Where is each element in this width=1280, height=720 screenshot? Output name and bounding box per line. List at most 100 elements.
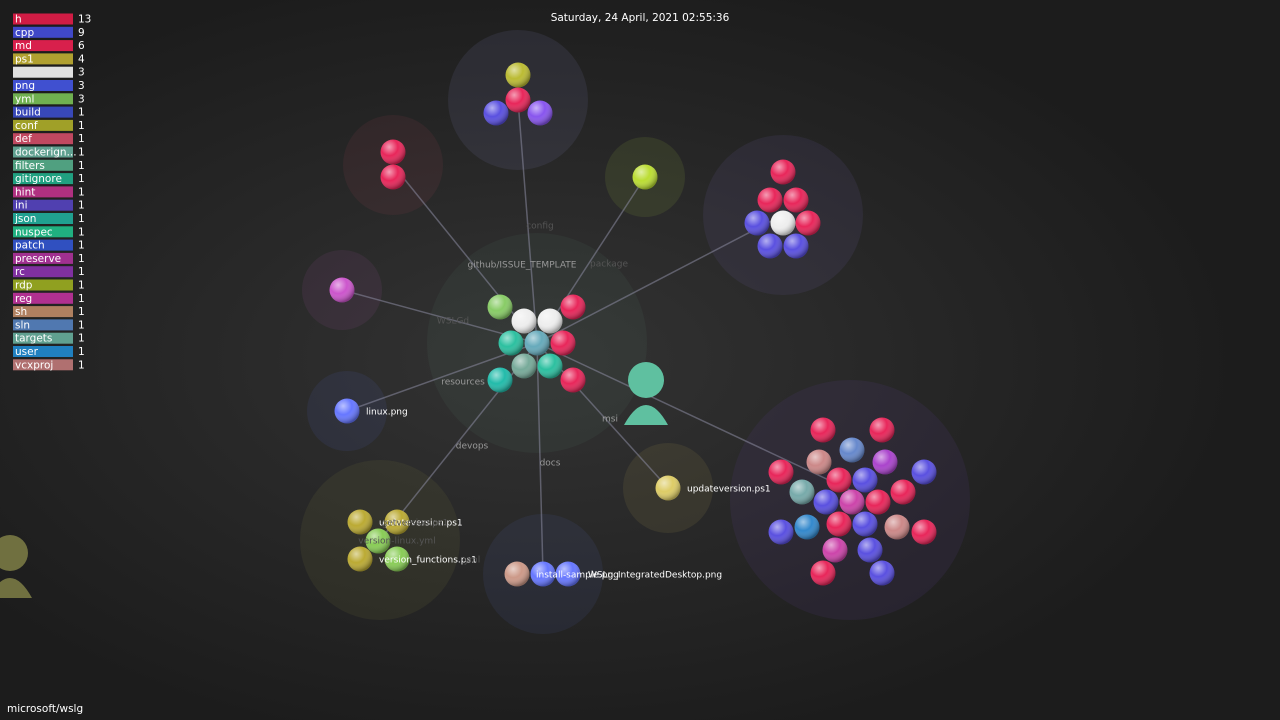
file-node-shade (560, 367, 586, 393)
file-node-shade (498, 330, 524, 356)
file-node-shade (347, 509, 373, 535)
user-avatar-head (628, 362, 664, 398)
dir-label: WSLGd (437, 317, 469, 327)
file-node-shade (869, 417, 895, 443)
file-node-shade (483, 100, 509, 126)
dir-label: version-linux.yml (358, 537, 435, 547)
legend-swatch (13, 80, 73, 91)
legend-name: gitignore (15, 173, 62, 185)
dir-label: resources (441, 378, 485, 388)
legend-swatch (13, 213, 73, 224)
legend-name: filters (15, 160, 45, 172)
legend-count: 1 (78, 319, 85, 331)
file-node-shade (537, 308, 563, 334)
legend-swatch (13, 106, 73, 118)
file-node-shade (384, 509, 410, 535)
file-node-shade (783, 187, 809, 213)
dir-label: docs (540, 459, 561, 469)
legend-swatch (13, 133, 73, 145)
legend-name: dockerign... (15, 147, 77, 159)
legend-name: png (15, 80, 35, 92)
legend-name: md (15, 40, 32, 52)
file-node-shade (768, 459, 794, 485)
legend-swatch (13, 13, 73, 25)
legend-count: 3 (78, 93, 85, 105)
edge (346, 342, 538, 412)
legend-name: ini (15, 200, 28, 212)
file-node-shade (822, 537, 848, 563)
legend-count: 1 (78, 359, 85, 371)
file-node-shade (783, 233, 809, 259)
file-node-shade (550, 330, 576, 356)
legend-swatch (13, 346, 73, 357)
legend-count: 1 (78, 333, 85, 345)
file-node-shade (826, 467, 852, 493)
legend-swatch (13, 266, 73, 278)
file-node-shade (911, 519, 937, 545)
legend-swatch (13, 199, 73, 211)
legend-swatch (13, 159, 73, 171)
file-node-shade (884, 514, 910, 540)
file-node-shade (560, 294, 586, 320)
file-label: linux.png (366, 408, 408, 418)
legend-swatch (13, 186, 73, 198)
file-node-shade (632, 164, 658, 190)
dir-label: getversion.ps1 (382, 519, 449, 529)
file-node-shade (869, 560, 895, 586)
file-label: updateversion.ps1 (687, 485, 771, 495)
legend-name: rc (15, 266, 25, 278)
dir-label: config (526, 222, 554, 232)
file-node-shade (505, 87, 531, 113)
legend-swatch (13, 332, 73, 344)
file-node-shade (384, 546, 410, 572)
dir-label: github/ISSUE_TEMPLATE (468, 261, 577, 271)
file-node-shade (768, 519, 794, 545)
file-node-shade (826, 511, 852, 537)
legend-name: preserve (15, 253, 61, 265)
legend-name: build (15, 107, 41, 119)
edge (536, 342, 544, 575)
legend-swatch (13, 53, 73, 65)
legend-count: 1 (78, 266, 85, 278)
file-node-shade (839, 437, 865, 463)
legend-swatch (13, 226, 73, 238)
file-node-shade (890, 479, 916, 505)
edge (392, 164, 538, 344)
file-node-shade (795, 210, 821, 236)
file-node-shade (794, 514, 820, 540)
file-node-shade (380, 164, 406, 190)
legend-swatch (13, 239, 73, 251)
legend-swatch (13, 359, 73, 371)
date: Saturday, 24 April, 2021 02:55:36 (551, 12, 730, 24)
file-node-shade (865, 489, 891, 515)
file-node-shade (487, 294, 513, 320)
legend-count: 13 (78, 14, 91, 26)
legend-name: patch (15, 240, 45, 252)
legend-name: vcxproj (15, 359, 53, 371)
legend-count: 1 (78, 253, 85, 265)
legend-name: def (15, 133, 32, 145)
dir-label: package (590, 260, 628, 270)
legend-count: 1 (78, 280, 85, 292)
edge (536, 214, 784, 344)
legend-name: nuspec (15, 226, 53, 238)
file-node-shade (334, 398, 360, 424)
legend-count: 1 (78, 133, 85, 145)
file-label: updateversion.ps1 (379, 519, 463, 529)
legend-swatch (13, 306, 73, 318)
legend-count: 1 (78, 240, 85, 252)
file-node-shade (770, 210, 796, 236)
legend-count: 1 (78, 200, 85, 212)
legend-name: sh (15, 306, 27, 318)
file-node-shade (872, 449, 898, 475)
legend-name: hint (15, 186, 35, 198)
legend-count: 1 (78, 346, 85, 358)
legend-swatch (13, 26, 73, 38)
legend-name: yml (15, 93, 34, 105)
legend-swatch (13, 40, 73, 52)
file-node-shade (757, 187, 783, 213)
legend-swatch (13, 119, 73, 131)
legend-name: user (15, 346, 39, 358)
legend-swatch (13, 292, 73, 304)
file-node-shade (655, 475, 681, 501)
